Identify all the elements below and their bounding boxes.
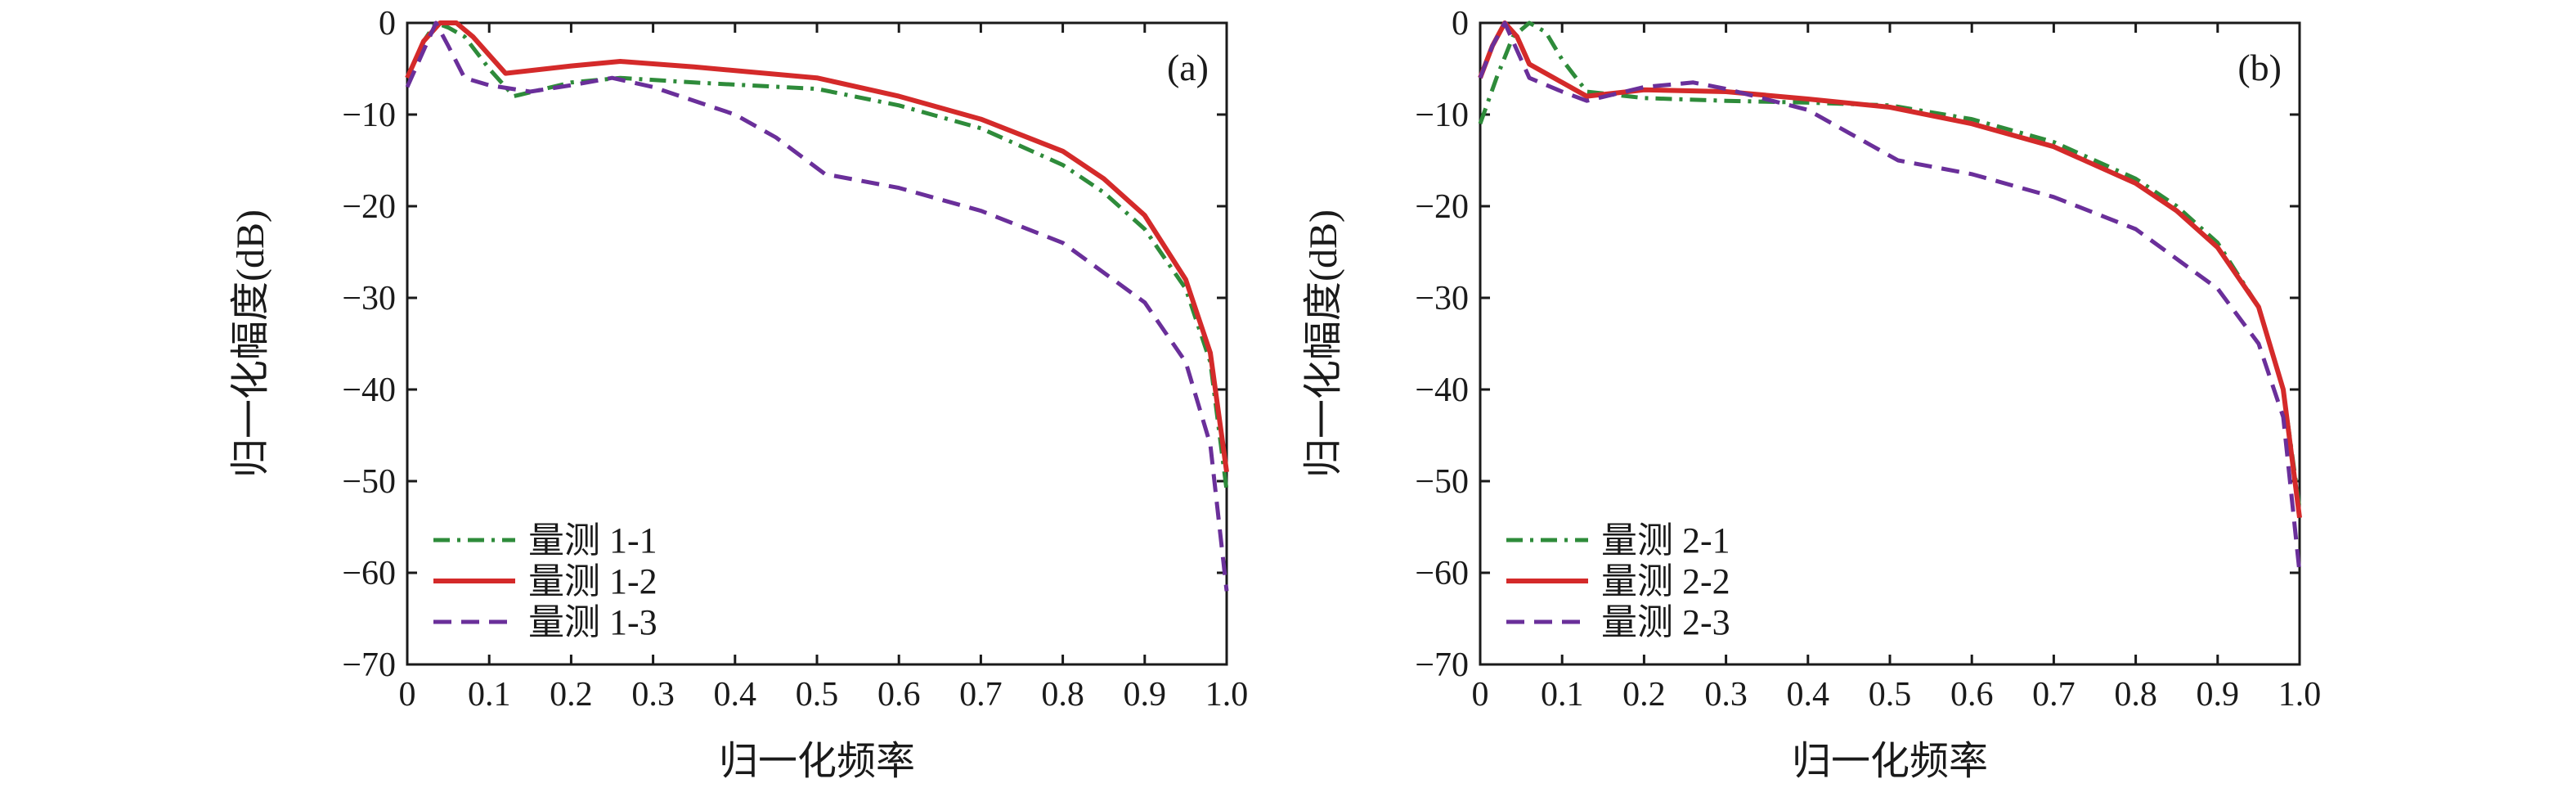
- y-tick-label: −70: [342, 646, 396, 684]
- y-tick-label: −50: [1415, 463, 1469, 501]
- x-tick-label: 0.8: [1041, 676, 1084, 714]
- x-tick-label: 0.6: [877, 676, 921, 714]
- y-tick-label: −40: [1415, 371, 1469, 409]
- legend-label: 量测 2-2: [1601, 561, 1730, 601]
- x-tick-label: 0.6: [1950, 676, 1994, 714]
- x-tick-label: 0.5: [1869, 676, 1912, 714]
- x-tick-label: 0: [399, 676, 416, 714]
- series-line-1: [405, 20, 1229, 491]
- x-tick-label: 0.5: [796, 676, 839, 714]
- y-tick-label: −10: [342, 97, 396, 134]
- y-tick-label: −60: [1415, 555, 1469, 592]
- x-tick-label: 0.4: [714, 676, 757, 714]
- x-tick-label: 0.3: [1704, 676, 1748, 714]
- legend-label: 量测 1-3: [528, 602, 657, 642]
- chart-panel-b: 0 0.1 0.2 0.3 0.4 0.5 0.6 0.7 0.8 0.9 1.0 0 −10 −20 −3…: [1302, 5, 2321, 783]
- x-tick-label: 0.7: [2032, 676, 2076, 714]
- series-line-1: [1478, 20, 2302, 509]
- x-axis-title: 归一化频率: [1792, 740, 1988, 783]
- y-axis-title: 归一化幅度(dB): [229, 209, 272, 478]
- y-tick-label: −30: [1415, 280, 1469, 317]
- y-tick-label: −20: [342, 188, 396, 226]
- x-tick-label: 0.1: [468, 676, 511, 714]
- panel-label: (b): [2237, 47, 2282, 88]
- y-tick-label: −70: [1415, 646, 1469, 684]
- x-tick-label: 0.1: [1541, 676, 1584, 714]
- series-line-2: [1478, 20, 2302, 519]
- legend-label: 量测 1-1: [528, 520, 657, 561]
- y-tick-label: −20: [1415, 188, 1469, 226]
- series-line-3: [405, 20, 1229, 592]
- y-axis-title: 归一化幅度(dB): [1302, 209, 1345, 478]
- x-tick-label: 0.7: [959, 676, 1003, 714]
- x-tick-label: 0.3: [631, 676, 675, 714]
- panel-label: (a): [1167, 47, 1209, 88]
- x-tick-label: 0.4: [1787, 676, 1830, 714]
- x-tick-label: 0.2: [550, 676, 593, 714]
- legend-label: 量测 2-3: [1601, 602, 1730, 642]
- legend-label: 量测 1-2: [528, 561, 657, 601]
- y-tick-label: −60: [342, 555, 396, 592]
- y-tick-label: −40: [342, 371, 396, 409]
- x-tick-label: 0.2: [1622, 676, 1666, 714]
- legend-label: 量测 2-1: [1601, 520, 1730, 561]
- y-tick-label: −50: [342, 463, 396, 501]
- x-tick-label: 0.9: [2197, 676, 2240, 714]
- x-tick-label: 1.0: [1205, 676, 1249, 714]
- x-axis-title: 归一化频率: [719, 740, 915, 783]
- x-tick-label: 1.0: [2278, 676, 2322, 714]
- chart-panel-a: 0 0.1 0.2 0.3 0.4 0.5 0.6 0.7 0.8 0.9 1.0 0 −10 −20 −3…: [229, 5, 1248, 783]
- y-tick-label: −30: [342, 280, 396, 317]
- series-line-2: [405, 20, 1229, 473]
- y-tick-label: −10: [1415, 97, 1469, 134]
- x-tick-label: 0.8: [2114, 676, 2157, 714]
- y-tick-label: 0: [1452, 5, 1469, 43]
- x-tick-label: 0: [1472, 676, 1489, 714]
- y-tick-label: 0: [379, 5, 396, 43]
- x-tick-label: 0.9: [1124, 676, 1167, 714]
- series-line-3: [1478, 20, 2302, 574]
